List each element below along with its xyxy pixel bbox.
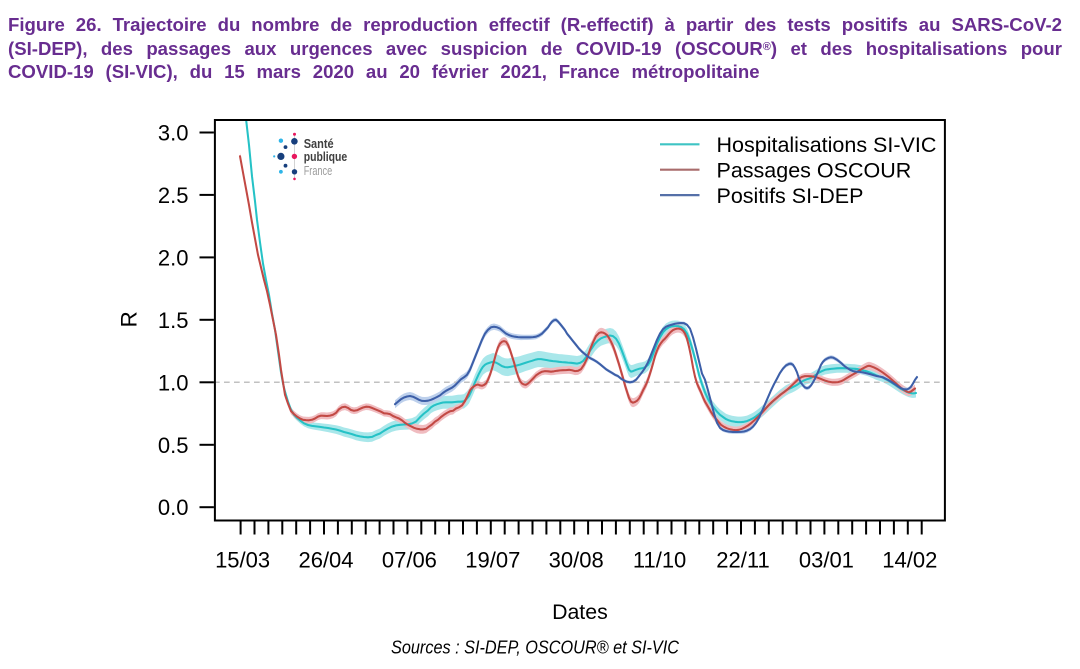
svg-text:R: R bbox=[117, 311, 142, 327]
svg-text:07/06: 07/06 bbox=[382, 547, 437, 572]
svg-text:publique: publique bbox=[304, 149, 348, 164]
svg-text:Passages OSCOUR: Passages OSCOUR bbox=[717, 159, 912, 183]
svg-text:30/08: 30/08 bbox=[549, 547, 604, 572]
svg-text:19/07: 19/07 bbox=[465, 547, 520, 572]
svg-text:22/11: 22/11 bbox=[716, 547, 769, 572]
svg-text:France: France bbox=[304, 163, 333, 178]
svg-text:3.0: 3.0 bbox=[158, 121, 189, 146]
svg-text:2.5: 2.5 bbox=[158, 183, 189, 208]
svg-text:Sources : SI-DEP, OSCOUR® et S: Sources : SI-DEP, OSCOUR® et SI-VIC bbox=[391, 636, 680, 657]
svg-text:1.0: 1.0 bbox=[158, 370, 189, 395]
svg-text:14/02: 14/02 bbox=[882, 547, 937, 572]
svg-text:0.5: 0.5 bbox=[158, 433, 189, 458]
svg-text:Hospitalisations SI-VIC: Hospitalisations SI-VIC bbox=[717, 133, 937, 157]
svg-text:2.0: 2.0 bbox=[158, 245, 189, 270]
svg-text:Positifs SI-DEP: Positifs SI-DEP bbox=[717, 184, 864, 208]
svg-text:11/10: 11/10 bbox=[633, 547, 686, 572]
svg-text:0.0: 0.0 bbox=[158, 495, 189, 520]
svg-text:03/01: 03/01 bbox=[799, 547, 854, 572]
svg-text:26/04: 26/04 bbox=[298, 547, 353, 572]
svg-text:Dates: Dates bbox=[552, 600, 608, 624]
svg-text:1.5: 1.5 bbox=[158, 308, 189, 333]
svg-text:Santé: Santé bbox=[304, 136, 334, 151]
svg-text:15/03: 15/03 bbox=[215, 547, 270, 572]
